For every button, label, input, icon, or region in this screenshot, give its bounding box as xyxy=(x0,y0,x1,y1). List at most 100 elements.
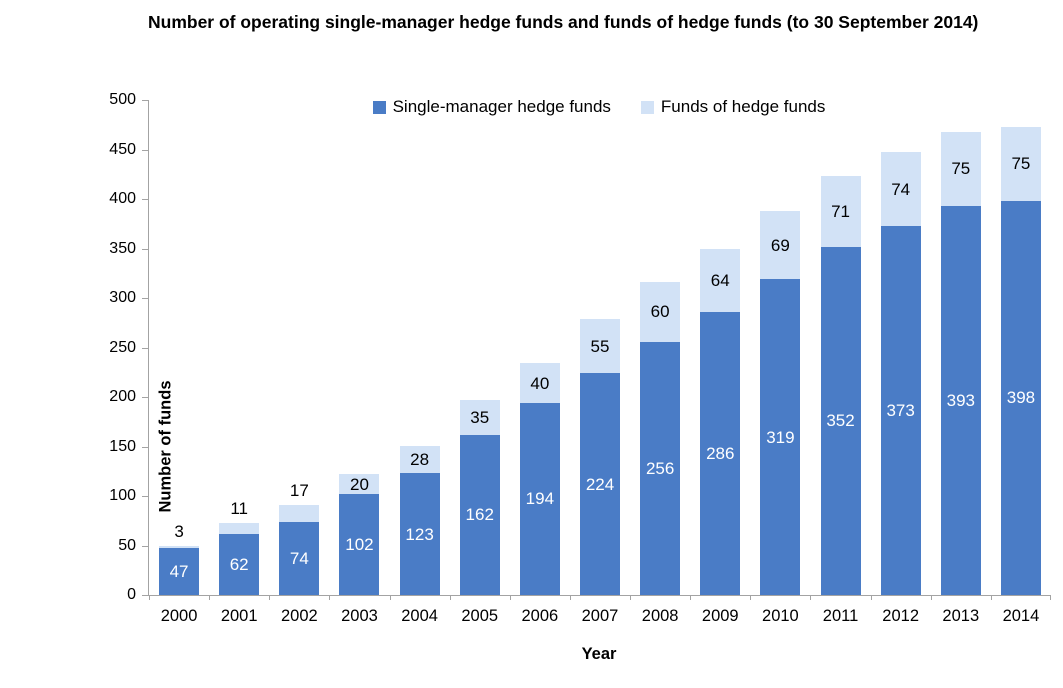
bar-segment-funds-of-funds: 20 xyxy=(339,474,380,495)
x-tick-mark xyxy=(329,595,331,600)
x-tick-label-2003: 2003 xyxy=(341,607,378,625)
bar-segment-funds-of-funds: 28 xyxy=(399,445,440,474)
bar-segment-single-manager: 286 xyxy=(700,311,741,595)
bar-segment-funds-of-funds: 69 xyxy=(760,210,801,280)
bar-value-funds-of-funds: 75 xyxy=(951,159,971,179)
x-tick-mark xyxy=(750,595,752,600)
bar-value-single-manager: 398 xyxy=(1006,388,1036,408)
x-tick-mark xyxy=(269,595,271,600)
bar-2009: 286 64 xyxy=(700,248,741,595)
bar-value-single-manager: 319 xyxy=(766,427,795,447)
bar-value-single-manager: 47 xyxy=(169,562,189,582)
y-tick-label-50: 50 xyxy=(118,536,136,554)
y-tick-mark xyxy=(142,199,148,200)
bar-value-single-manager: 256 xyxy=(645,458,675,478)
bar-segment-single-manager: 398 xyxy=(1000,200,1041,595)
bar-2013: 393 75 xyxy=(940,131,981,595)
x-tick-label-2013: 2013 xyxy=(942,607,980,625)
bar-segment-single-manager: 393 xyxy=(940,205,981,595)
bar-value-funds-of-funds: 74 xyxy=(891,179,911,199)
x-tick-mark xyxy=(690,595,692,600)
bar-value-funds-of-funds: 3 xyxy=(174,521,184,541)
y-tick-label-400: 400 xyxy=(109,190,136,207)
bar-segment-single-manager: 256 xyxy=(640,341,681,595)
bar-value-funds-of-funds: 35 xyxy=(470,407,490,427)
y-tick-mark xyxy=(142,248,148,250)
y-tick-label-0: 0 xyxy=(127,586,136,603)
bar-value-single-manager: 373 xyxy=(886,400,915,420)
bar-2005: 162 35 xyxy=(459,399,500,595)
y-tick-label-250: 250 xyxy=(109,338,136,356)
bar-value-funds-of-funds: 75 xyxy=(1011,154,1031,174)
x-tick-label-2010: 2010 xyxy=(762,607,799,625)
bar-segment-single-manager: 162 xyxy=(459,434,500,595)
bar-value-single-manager: 123 xyxy=(405,524,434,544)
y-tick-mark xyxy=(142,100,148,101)
bar-value-single-manager: 74 xyxy=(289,548,309,568)
bar-value-single-manager: 102 xyxy=(345,535,374,555)
bar-value-funds-of-funds: 55 xyxy=(590,336,610,356)
y-tick-mark xyxy=(142,595,148,596)
x-tick-mark xyxy=(930,595,932,600)
bar-segment-funds-of-funds: 55 xyxy=(580,318,620,374)
y-tick-label-500: 500 xyxy=(109,91,136,108)
bar-2008: 256 60 xyxy=(640,282,681,595)
y-tick-label-200: 200 xyxy=(109,388,136,405)
bar-2014: 398 75 xyxy=(1000,126,1041,595)
bar-value-funds-of-funds: 71 xyxy=(831,201,850,221)
bar-value-single-manager: 62 xyxy=(229,554,249,574)
bar-value-funds-of-funds: 11 xyxy=(230,498,249,518)
bar-segment-funds-of-funds: 75 xyxy=(940,131,981,206)
legend-item-funds-of-funds: Funds of hedge funds xyxy=(640,97,826,117)
bar-segment-single-manager: 194 xyxy=(519,402,560,595)
x-tick-label-2001: 2001 xyxy=(220,607,258,625)
x-tick-label-2014: 2014 xyxy=(1002,607,1040,625)
x-tick-mark xyxy=(870,595,872,600)
bar-segment-funds-of-funds: 60 xyxy=(640,282,681,342)
legend-label-funds-of-funds: Funds of hedge funds xyxy=(660,97,826,116)
x-tick-label-2006: 2006 xyxy=(521,607,559,625)
bar-segment-funds-of-funds xyxy=(159,545,200,549)
bar-2010: 319 69 xyxy=(760,210,801,595)
bar-segment-single-manager: 373 xyxy=(880,225,921,595)
bar-2012: 373 74 xyxy=(880,152,921,595)
bar-value-funds-of-funds: 17 xyxy=(289,480,309,500)
x-tick-mark xyxy=(209,595,211,600)
y-tick-mark xyxy=(142,149,148,151)
x-tick-label-2000: 2000 xyxy=(160,607,198,625)
y-tick-mark xyxy=(142,347,148,349)
bar-segment-single-manager: 102 xyxy=(339,494,380,595)
legend-swatch-funds-of-funds-icon xyxy=(640,100,654,114)
bar-2011: 352 71 xyxy=(820,176,861,595)
x-tick-label-2012: 2012 xyxy=(882,607,920,625)
y-tick-label-150: 150 xyxy=(109,437,136,455)
bar-segment-funds-of-funds: 71 xyxy=(820,176,861,247)
bar-segment-funds-of-funds: 35 xyxy=(459,399,500,435)
bar-value-single-manager: 162 xyxy=(465,505,494,525)
y-tick-label-100: 100 xyxy=(109,487,136,504)
x-tick-label-2009: 2009 xyxy=(701,607,739,625)
x-tick-label-2002: 2002 xyxy=(280,607,318,625)
x-tick-mark xyxy=(509,595,511,600)
x-tick-mark xyxy=(630,595,632,600)
bar-value-single-manager: 194 xyxy=(525,489,555,509)
y-tick-mark xyxy=(142,545,148,547)
legend: Single-manager hedge funds Funds of hedg… xyxy=(148,94,1050,120)
y-tick-label-450: 450 xyxy=(109,140,136,158)
bar-value-single-manager: 224 xyxy=(585,474,615,494)
bar-segment-funds-of-funds xyxy=(219,522,260,534)
bar-2004: 123 28 xyxy=(399,445,440,595)
bar-2007: 224 55 xyxy=(580,318,620,595)
bar-value-funds-of-funds: 69 xyxy=(770,235,790,255)
bar-segment-single-manager: 123 xyxy=(399,473,440,595)
y-tick-label-300: 300 xyxy=(109,289,136,306)
bar-value-single-manager: 352 xyxy=(826,411,855,431)
legend-item-single-manager: Single-manager hedge funds xyxy=(372,97,611,117)
bar-segment-funds-of-funds: 40 xyxy=(519,363,560,403)
bar-2006: 194 40 xyxy=(519,363,560,595)
x-tick-mark xyxy=(810,595,812,600)
legend-swatch-single-manager-icon xyxy=(372,100,386,114)
bar-2000: 47 3 xyxy=(159,523,200,595)
bar-segment-single-manager: 62 xyxy=(219,533,260,595)
x-tick-mark xyxy=(149,595,150,600)
